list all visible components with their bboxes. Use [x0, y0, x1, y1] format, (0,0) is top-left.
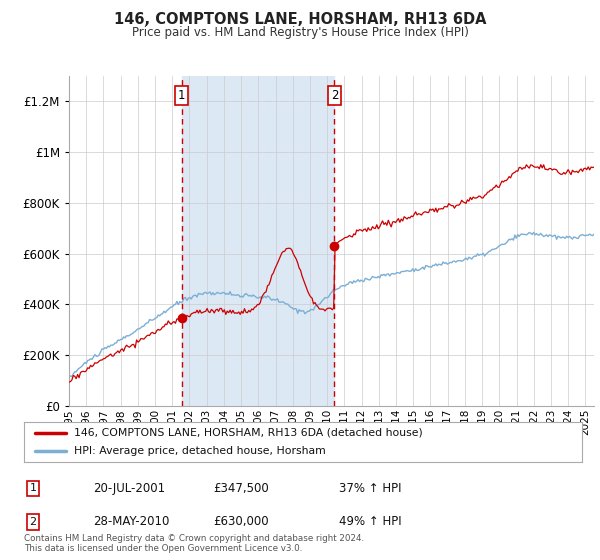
Text: 2: 2 — [331, 90, 338, 102]
Text: HPI: Average price, detached house, Horsham: HPI: Average price, detached house, Hors… — [74, 446, 326, 456]
Bar — [182, 76, 334, 406]
Text: 2: 2 — [29, 517, 37, 527]
Text: £630,000: £630,000 — [213, 515, 269, 529]
Text: 146, COMPTONS LANE, HORSHAM, RH13 6DA (detached house): 146, COMPTONS LANE, HORSHAM, RH13 6DA (d… — [74, 428, 423, 437]
Text: Price paid vs. HM Land Registry's House Price Index (HPI): Price paid vs. HM Land Registry's House … — [131, 26, 469, 39]
Text: 28-MAY-2010: 28-MAY-2010 — [93, 515, 169, 529]
Text: Contains HM Land Registry data © Crown copyright and database right 2024.
This d: Contains HM Land Registry data © Crown c… — [24, 534, 364, 553]
Text: 37% ↑ HPI: 37% ↑ HPI — [339, 482, 401, 495]
Text: 20-JUL-2001: 20-JUL-2001 — [93, 482, 165, 495]
Text: 1: 1 — [29, 483, 37, 493]
Text: £347,500: £347,500 — [213, 482, 269, 495]
Text: 49% ↑ HPI: 49% ↑ HPI — [339, 515, 401, 529]
Text: 146, COMPTONS LANE, HORSHAM, RH13 6DA: 146, COMPTONS LANE, HORSHAM, RH13 6DA — [114, 12, 486, 27]
Text: 1: 1 — [178, 90, 185, 102]
